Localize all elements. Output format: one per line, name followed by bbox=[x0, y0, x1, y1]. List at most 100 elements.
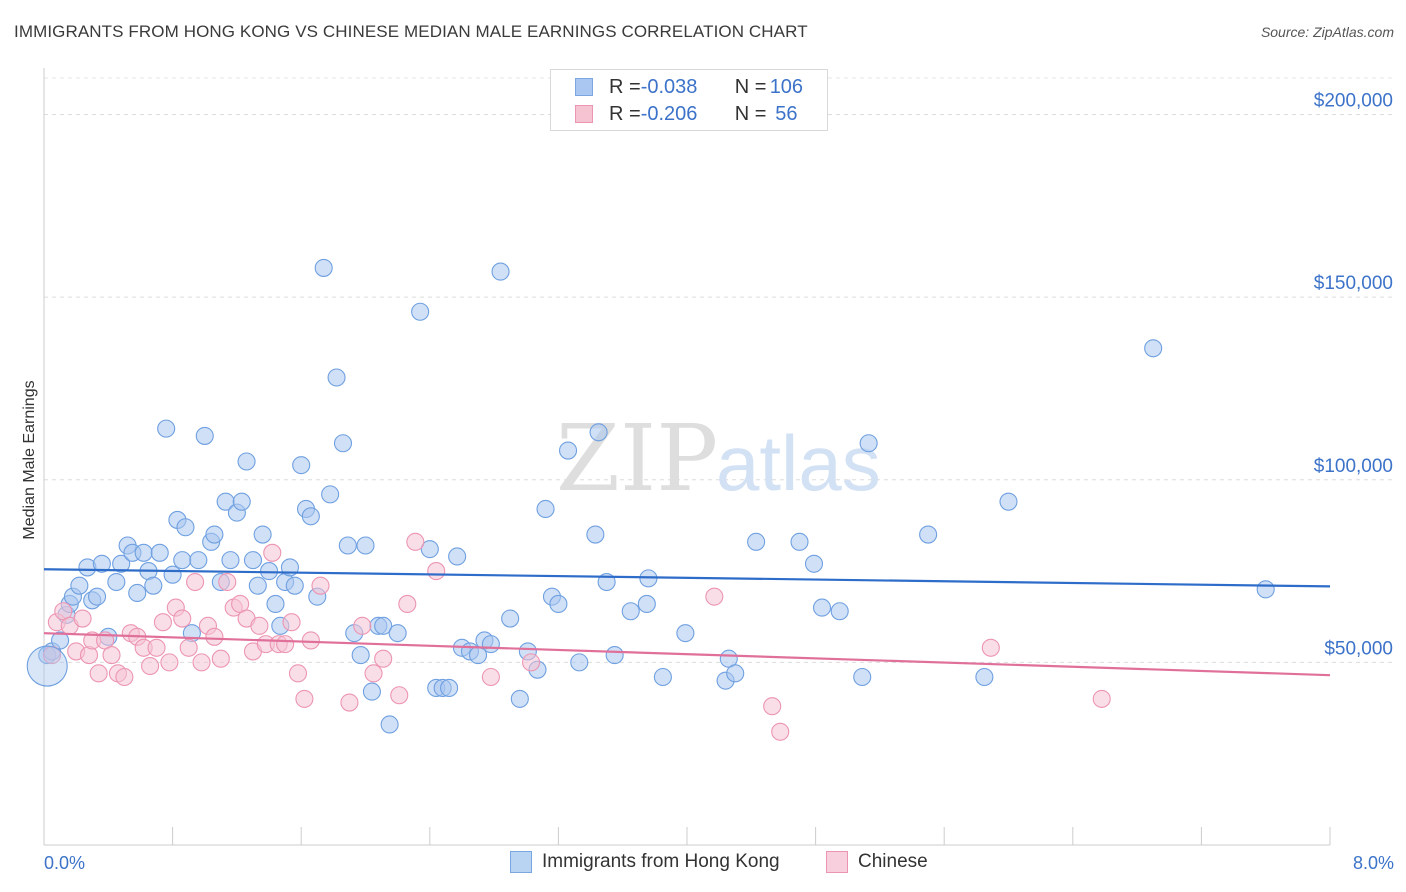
legend-swatch-chinese bbox=[826, 851, 848, 873]
point-hong-kong bbox=[232, 492, 251, 511]
point-hong-kong bbox=[92, 554, 111, 573]
source-credit: Source: ZipAtlas.com bbox=[1260, 24, 1394, 40]
legend-swatch-hong-kong bbox=[575, 78, 593, 96]
point-hong-kong bbox=[134, 543, 153, 562]
point-hong-kong bbox=[163, 565, 182, 584]
point-hong-kong bbox=[589, 423, 608, 442]
point-hong-kong bbox=[205, 525, 224, 544]
point-hong-kong bbox=[314, 258, 333, 277]
point-hong-kong bbox=[248, 576, 267, 595]
legend-n-value: 56 bbox=[775, 102, 798, 125]
point-chinese bbox=[89, 664, 108, 683]
legend-row-chinese: R = -0.206 N = 56 bbox=[575, 102, 806, 126]
point-chinese bbox=[311, 576, 330, 595]
axes-layer bbox=[43, 68, 1331, 846]
point-chinese bbox=[153, 613, 173, 632]
point-hong-kong bbox=[676, 624, 695, 643]
point-chinese bbox=[102, 646, 121, 665]
trend-line-chinese bbox=[43, 632, 1331, 677]
point-hong-kong bbox=[491, 262, 510, 281]
point-hong-kong bbox=[570, 653, 589, 672]
point-hong-kong bbox=[380, 715, 399, 734]
watermark: ZIP atlas bbox=[556, 405, 881, 512]
point-hong-kong bbox=[374, 616, 393, 635]
point-hong-kong bbox=[1256, 580, 1275, 599]
point-chinese bbox=[364, 664, 383, 683]
point-hong-kong bbox=[87, 587, 107, 606]
point-chinese bbox=[522, 653, 541, 672]
point-hong-kong bbox=[481, 635, 500, 654]
legend-swatch-chinese bbox=[575, 105, 593, 123]
point-hong-kong bbox=[266, 594, 285, 613]
point-chinese bbox=[173, 609, 192, 628]
point-chinese bbox=[160, 653, 179, 672]
legend-swatch-hong-kong bbox=[510, 851, 532, 873]
point-hong-kong bbox=[501, 609, 520, 628]
point-chinese bbox=[79, 646, 99, 665]
point-hong-kong bbox=[292, 456, 311, 475]
legend-r-label: R = bbox=[609, 102, 641, 125]
legend-row-hong-kong: R = -0.038 N = 106 bbox=[575, 75, 806, 99]
point-hong-kong bbox=[157, 419, 176, 438]
point-hong-kong bbox=[112, 554, 131, 573]
point-chinese bbox=[263, 543, 282, 562]
point-chinese bbox=[73, 609, 92, 628]
point-chinese bbox=[179, 638, 198, 657]
point-hong-kong bbox=[221, 551, 240, 570]
point-chinese bbox=[390, 686, 409, 705]
x-tick-label-min: 0.0% bbox=[44, 853, 85, 873]
legend-item-chinese[interactable]: Chinese bbox=[826, 851, 928, 873]
legend-r-value: -0.038 bbox=[640, 75, 698, 98]
point-hong-kong bbox=[195, 426, 214, 445]
point-chinese bbox=[250, 616, 269, 635]
legend-n-label: N = bbox=[734, 75, 767, 98]
point-hong-kong bbox=[321, 485, 340, 504]
point-hong-kong bbox=[637, 594, 656, 613]
point-hong-kong bbox=[173, 551, 192, 570]
point-hong-kong bbox=[128, 583, 147, 603]
y-tick-label: $150,000 bbox=[1314, 273, 1393, 294]
point-chinese bbox=[353, 616, 372, 635]
legend-item-hong-kong[interactable]: Immigrants from Hong Kong bbox=[510, 851, 780, 873]
point-hong-kong bbox=[510, 689, 529, 708]
x-tick-label-max: 8.0% bbox=[1353, 853, 1394, 873]
point-chinese bbox=[192, 653, 211, 672]
point-chinese bbox=[301, 631, 320, 650]
point-hong-kong bbox=[70, 576, 89, 595]
point-hong-kong bbox=[388, 624, 407, 643]
point-hong-kong bbox=[747, 532, 766, 551]
point-chinese bbox=[398, 594, 417, 613]
point-chinese bbox=[276, 635, 295, 654]
point-chinese bbox=[340, 693, 359, 712]
watermark-zip: ZIP bbox=[556, 405, 718, 512]
point-hong-kong bbox=[351, 646, 370, 665]
point-hong-kong bbox=[150, 543, 169, 562]
point-hong-kong bbox=[338, 536, 357, 555]
point-hong-kong bbox=[253, 525, 272, 544]
point-chinese bbox=[705, 587, 724, 606]
legend-n-label: N = bbox=[734, 102, 767, 125]
points-layer bbox=[26, 258, 1275, 741]
grid-layer bbox=[44, 77, 1395, 663]
point-hong-kong-cluster bbox=[26, 645, 68, 687]
point-chinese bbox=[205, 627, 224, 646]
point-hong-kong bbox=[859, 434, 878, 453]
point-hong-kong bbox=[301, 507, 320, 526]
point-hong-kong bbox=[830, 602, 849, 621]
watermark-atlas: atlas bbox=[716, 419, 881, 507]
point-hong-kong bbox=[1144, 339, 1163, 358]
point-chinese bbox=[211, 649, 230, 668]
trend-layer bbox=[43, 568, 1331, 677]
point-hong-kong bbox=[176, 518, 195, 537]
point-hong-kong bbox=[237, 452, 256, 471]
point-hong-kong bbox=[726, 664, 745, 683]
point-hong-kong bbox=[285, 576, 304, 595]
point-hong-kong bbox=[420, 540, 439, 559]
point-hong-kong bbox=[440, 678, 459, 697]
legend-label-hong-kong: Immigrants from Hong Kong bbox=[542, 851, 780, 872]
point-hong-kong bbox=[853, 667, 872, 687]
point-hong-kong bbox=[107, 572, 126, 592]
tick-label-layer: $50,000 $100,000 $150,000 $200,000 0.0% 8.0% bbox=[44, 91, 1394, 873]
point-chinese bbox=[1092, 689, 1111, 708]
stats-legend: R = -0.038 N = 106 R = -0.206 N = 56 bbox=[550, 69, 828, 131]
